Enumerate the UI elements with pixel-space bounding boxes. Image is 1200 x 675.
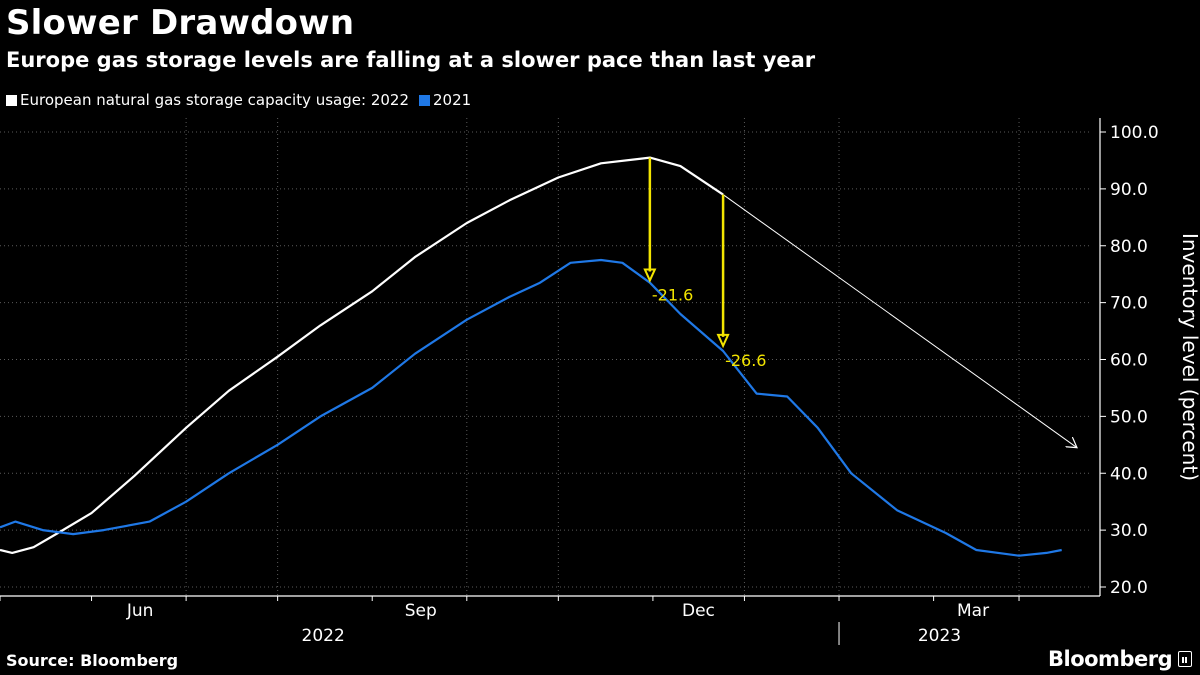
- legend-label-2022: European natural gas storage capacity us…: [20, 91, 409, 109]
- drawdown-label: -26.6: [725, 351, 766, 370]
- chart-title: Slower Drawdown: [6, 3, 355, 43]
- y-tick-label: 60.0: [1110, 351, 1148, 371]
- y-tick-label: 40.0: [1110, 464, 1148, 484]
- legend-swatch-2021: [419, 94, 430, 106]
- x-tick-label: Mar: [957, 601, 989, 621]
- y-axis-title: Inventory level (percent): [1178, 233, 1200, 481]
- chart-legend: European natural gas storage capacity us…: [6, 90, 481, 110]
- annotation-layer: -21.6 -26.6: [643, 157, 1077, 448]
- chart-subtitle: Europe gas storage levels are falling at…: [6, 48, 816, 72]
- legend-item-2022: European natural gas storage capacity us…: [6, 90, 409, 110]
- series-line-2021: [0, 258, 1062, 557]
- brand-name: Bloomberg: [1048, 647, 1173, 671]
- y-tick-label: 70.0: [1110, 294, 1148, 314]
- y-tick-label: 80.0: [1110, 237, 1148, 257]
- axis-layer: 100.0 90.0 80.0 70.0 60.0 50.0 40.0 30.0 20.0 Jun…: [0, 118, 1200, 646]
- legend-swatch-2022: [6, 94, 17, 106]
- y-tick-label: 90.0: [1110, 180, 1148, 200]
- y-tick-label: 20.0: [1110, 578, 1148, 598]
- terminal-icon: [1178, 651, 1193, 667]
- y-tick-label: 100.0: [1110, 123, 1159, 143]
- drawdown-arrowhead: [643, 268, 657, 283]
- source-note: Source: Bloomberg: [6, 651, 179, 670]
- x-tick-label: Dec: [682, 601, 715, 621]
- x-tick-label: Sep: [405, 601, 437, 621]
- x-year-label: 2023: [918, 626, 961, 646]
- x-year-label: 2022: [302, 626, 345, 646]
- trend-arrow: [722, 194, 1077, 448]
- legend-item-2021: 2021: [419, 90, 471, 110]
- y-tick-label: 30.0: [1110, 521, 1148, 541]
- drawdown-arrowhead: [716, 333, 730, 349]
- series-line-2022: [0, 156, 724, 554]
- x-tick-label: Jun: [126, 601, 154, 621]
- brand-logo: Bloomberg: [1048, 646, 1193, 672]
- grid-layer: [0, 118, 1090, 596]
- drawdown-label: -21.6: [652, 285, 693, 304]
- legend-label-2021: 2021: [433, 91, 472, 109]
- series-layer: [0, 156, 1062, 557]
- y-tick-label: 50.0: [1110, 407, 1148, 427]
